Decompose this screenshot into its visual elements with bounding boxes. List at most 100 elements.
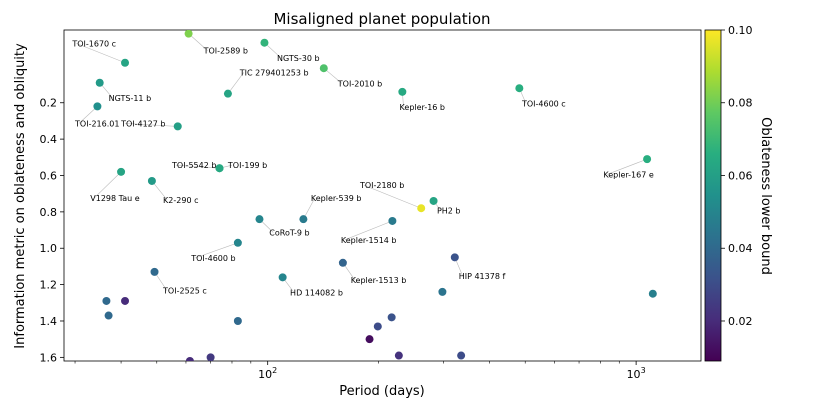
planet-label-15: TOI-2180 b bbox=[359, 181, 404, 190]
planet-point-31 bbox=[387, 313, 396, 322]
planet-point-14 bbox=[643, 155, 652, 164]
planet-label-6: Kepler-16 b bbox=[400, 103, 445, 112]
planet-point-32 bbox=[373, 322, 382, 331]
colorbar-tick-label-4: 0.10 bbox=[728, 24, 753, 37]
planet-point-46 bbox=[164, 402, 172, 410]
colorbar-tick-label-2: 0.06 bbox=[728, 169, 753, 182]
planet-label-8: TOI-216.01 bbox=[74, 119, 119, 128]
colorbar-label: Oblateness lower bound bbox=[758, 117, 773, 275]
planet-point-26 bbox=[121, 296, 130, 305]
x-tick-label-0: 102 bbox=[258, 366, 277, 381]
leader-line-15 bbox=[363, 184, 422, 209]
planet-label-11: TOI-199 b bbox=[227, 161, 267, 170]
planet-point-3 bbox=[319, 64, 328, 73]
planet-point-37 bbox=[150, 360, 154, 361]
planet-point-34 bbox=[394, 351, 403, 360]
planet-point-28 bbox=[233, 316, 242, 325]
planet-point-4 bbox=[95, 78, 104, 87]
planet-point-8 bbox=[93, 102, 102, 111]
chart-title: Misaligned planet population bbox=[273, 10, 490, 28]
planet-label-18: CoRoT-9 b bbox=[269, 229, 309, 238]
y-axis-ticks: 0.2 0.4 0.6 0.8 1.0 1.2 1.4 1.6 bbox=[40, 97, 64, 364]
planet-label-2: TOI-1670 c bbox=[71, 39, 116, 48]
planet-point-17 bbox=[299, 215, 308, 224]
y-tick-label-6: 1.4 bbox=[40, 315, 58, 328]
y-tick-label-2: 0.6 bbox=[40, 169, 58, 182]
y-tick-label-5: 1.2 bbox=[40, 279, 58, 292]
colorbar-ticks: 0.02 0.04 0.06 0.08 0.10 bbox=[721, 24, 753, 328]
planet-label-13: K2-290 c bbox=[163, 196, 198, 205]
leader-line-5 bbox=[227, 72, 245, 94]
planet-point-15 bbox=[417, 204, 426, 213]
planet-point-18 bbox=[255, 215, 264, 224]
planet-point-12 bbox=[117, 167, 126, 176]
planet-point-0 bbox=[184, 30, 193, 38]
planet-point-9 bbox=[173, 122, 182, 131]
planet-point-1 bbox=[260, 38, 269, 47]
planet-point-33 bbox=[365, 335, 374, 344]
y-tick-label-0: 0.2 bbox=[40, 97, 58, 110]
planet-label-10: TOI-5542 b bbox=[171, 161, 216, 170]
planet-point-2 bbox=[121, 58, 130, 67]
x-axis-ticks: 102 103 bbox=[74, 361, 646, 381]
leader-line-17 bbox=[303, 197, 316, 220]
planet-label-14: Kepler-167 e bbox=[603, 170, 653, 179]
planet-point-30 bbox=[648, 289, 657, 298]
planet-point-21 bbox=[450, 253, 459, 262]
planet-label-7: TOI-4600 c bbox=[521, 99, 566, 108]
planet-point-16 bbox=[429, 196, 438, 205]
planet-point-36 bbox=[93, 368, 101, 376]
planet-point-39 bbox=[206, 353, 215, 361]
planet-point-42 bbox=[306, 379, 314, 387]
planet-point-40 bbox=[236, 360, 240, 361]
planet-point-45 bbox=[482, 395, 490, 403]
y-axis-label: Information metric on oblateness and obl… bbox=[13, 43, 28, 349]
leader-line-13 bbox=[151, 180, 168, 200]
colorbar-tick-label-3: 0.08 bbox=[728, 97, 753, 110]
planet-point-41 bbox=[383, 364, 391, 372]
planet-point-11 bbox=[215, 164, 224, 173]
plot-area bbox=[63, 29, 702, 362]
planet-point-35 bbox=[457, 351, 466, 360]
leader-line-20 bbox=[195, 242, 238, 259]
planet-point-44 bbox=[243, 397, 251, 405]
colorbar-tick-label-1: 0.04 bbox=[728, 242, 753, 255]
leader-line-0 bbox=[188, 33, 208, 51]
leader-line-9 bbox=[125, 123, 178, 127]
planet-label-4: NGTS-11 b bbox=[109, 94, 152, 103]
leader-line-10 bbox=[176, 164, 220, 169]
planet-point-19 bbox=[388, 216, 397, 225]
planet-point-47 bbox=[158, 408, 166, 415]
planet-point-20 bbox=[233, 238, 242, 247]
planet-label-9: TOI-4127 b bbox=[120, 119, 165, 128]
planet-point-24 bbox=[278, 273, 287, 282]
planet-label-23: TOI-2525 c bbox=[162, 287, 207, 296]
scatter-points bbox=[93, 30, 657, 415]
planet-point-38 bbox=[185, 357, 194, 361]
planet-label-3: TOI-2010 b bbox=[337, 79, 382, 88]
y-tick-label-3: 0.8 bbox=[40, 206, 58, 219]
leader-line-12 bbox=[94, 171, 122, 199]
leader-line-8 bbox=[78, 106, 98, 124]
y-tick-label-1: 0.4 bbox=[40, 133, 58, 146]
planet-point-43 bbox=[640, 381, 648, 389]
planet-label-19: Kepler-1514 b bbox=[341, 236, 397, 245]
planet-point-49 bbox=[499, 412, 507, 415]
planet-label-24: HD 114082 b bbox=[290, 289, 343, 298]
planet-label-12: V1298 Tau e bbox=[90, 194, 139, 203]
planet-label-16: PH2 b bbox=[437, 207, 461, 216]
planet-label-22: Kepler-1513 b bbox=[351, 276, 407, 285]
leader-line-19 bbox=[344, 220, 393, 241]
planet-point-7 bbox=[515, 84, 524, 93]
y-tick-label-7: 1.6 bbox=[40, 351, 58, 364]
planet-label-1: NGTS-30 b bbox=[277, 54, 320, 63]
planet-point-25 bbox=[102, 296, 111, 305]
colorbar-tick-label-0: 0.02 bbox=[728, 315, 753, 328]
y-tick-label-4: 1.0 bbox=[40, 242, 58, 255]
colorbar bbox=[704, 29, 722, 362]
planet-label-20: TOI-4600 b bbox=[190, 254, 235, 263]
planet-point-6 bbox=[398, 87, 407, 96]
planet-annotations: TOI-2589 b NGTS-30 b TOI-1670 c TOI-2010 b N… bbox=[71, 39, 654, 297]
planet-point-5 bbox=[223, 89, 232, 98]
